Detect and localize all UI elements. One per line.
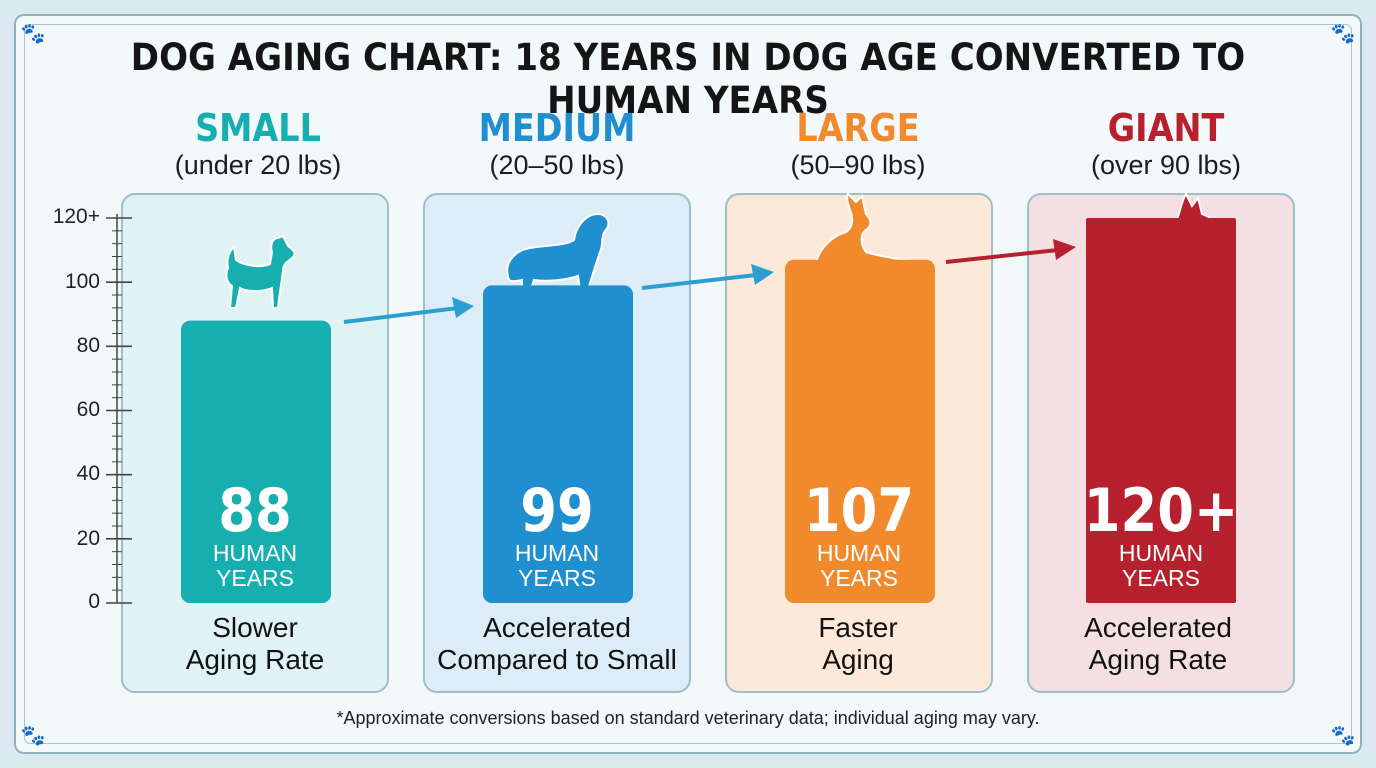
bar-small: [181, 320, 331, 603]
category-weight: (under 20 lbs): [174, 150, 342, 180]
y-tick-label: 20: [76, 527, 100, 550]
bar-value-label: 99: [520, 476, 594, 546]
y-tick-label: 100: [64, 270, 100, 293]
paw-icon: 🐾: [1330, 723, 1356, 747]
y-tick-label: 120+: [52, 205, 100, 228]
trend-arrow: [343, 297, 474, 324]
paw-icon: 🐾: [20, 21, 46, 45]
category-name: LARGE: [796, 106, 920, 150]
bar-unit-label: YEARS: [518, 565, 596, 591]
category-weight: (50–90 lbs): [790, 150, 926, 180]
bar-medium: [483, 285, 633, 603]
footnote: *Approximate conversions based on standa…: [336, 708, 1040, 728]
description-line: Accelerated: [483, 612, 631, 643]
category-weight: (over 90 lbs): [1090, 150, 1242, 180]
description-line: Aging Rate: [185, 644, 325, 675]
bar-unit-label: YEARS: [820, 565, 898, 591]
y-tick-label: 60: [76, 398, 100, 421]
bar-unit-label: HUMAN: [1118, 540, 1204, 566]
spaniel-silhouette-icon: [506, 212, 610, 293]
bar-large: [785, 259, 935, 603]
bar-value-label: 88: [218, 476, 292, 546]
description-line: Slower: [212, 612, 298, 643]
description-line: Compared to Small: [437, 644, 677, 675]
chihuahua-silhouette-icon: [225, 234, 296, 309]
inner-frame: [24, 24, 1352, 744]
category-name: GIANT: [1107, 106, 1225, 150]
category-name: MEDIUM: [478, 106, 636, 150]
bar-value-label: 107: [803, 476, 915, 546]
description-line: Aging: [822, 644, 894, 675]
paw-icon: 🐾: [20, 723, 46, 747]
bar-description: Accelerated Aging Rate: [1018, 612, 1298, 676]
y-tick-label: 0: [88, 590, 100, 613]
bar-description: Faster Aging: [718, 612, 998, 676]
paw-icon: 🐾: [1330, 21, 1356, 45]
bar-description: Accelerated Compared to Small: [417, 612, 697, 676]
bar-unit-label: YEARS: [1122, 565, 1200, 591]
y-axis: [106, 214, 132, 604]
trend-arrow: [945, 239, 1076, 264]
bar-unit-label: HUMAN: [514, 540, 600, 566]
trend-arrow: [641, 264, 774, 290]
description-line: Accelerated: [1084, 612, 1232, 643]
y-tick-label: 40: [76, 462, 100, 485]
description-line: Faster: [818, 612, 898, 643]
bar-value-label: 120+: [1083, 476, 1239, 546]
bar-giant: [1086, 218, 1236, 603]
bars-group: [181, 218, 1236, 603]
chart-title: DOG AGING CHART: 18 YEARS IN DOG AGE CON…: [130, 36, 1246, 122]
category-name: SMALL: [195, 106, 321, 150]
bar-description: Slower Aging Rate: [115, 612, 395, 676]
bar-unit-label: YEARS: [216, 565, 294, 591]
y-tick-label: 80: [76, 334, 100, 357]
description-line: Aging Rate: [1088, 644, 1228, 675]
bar-unit-label: HUMAN: [212, 540, 298, 566]
category-weight: (20–50 lbs): [489, 150, 625, 180]
bar-unit-label: HUMAN: [816, 540, 902, 566]
